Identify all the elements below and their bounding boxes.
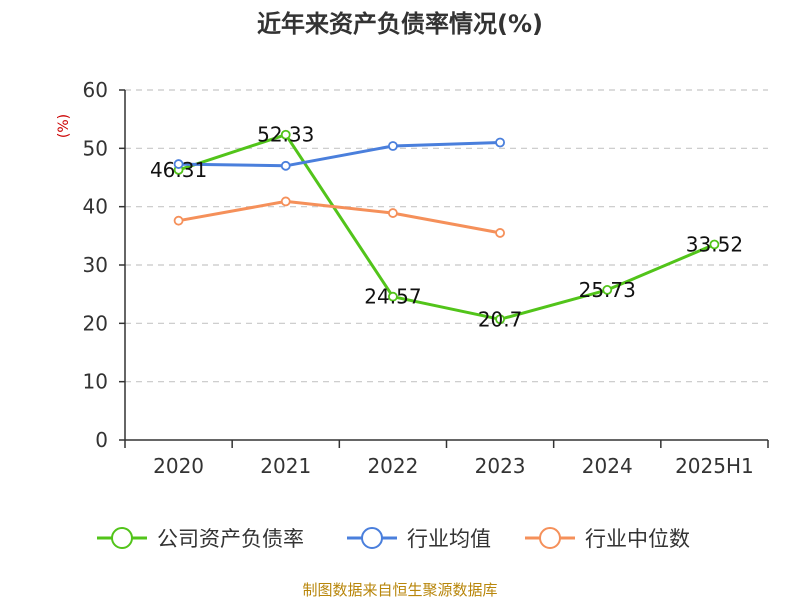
- legend-label: 行业均值: [407, 527, 491, 551]
- y-tick-label: 10: [83, 370, 108, 394]
- data-point[interactable]: [602, 285, 613, 295]
- y-tick-label: 50: [83, 136, 108, 160]
- legend-item-2[interactable]: 行业中位数: [525, 527, 690, 551]
- series-group: [173, 129, 720, 325]
- x-tick-label: 2020: [153, 454, 204, 478]
- y-tick-label: 40: [83, 195, 108, 219]
- data-label: 33.52: [686, 232, 743, 256]
- axes: 0 10 20 30 40 50 60 2020 2021 2022 2023 2024 2025H1: [83, 78, 769, 478]
- legend[interactable]: 公司资产负债率 行业均值 行业中位数: [97, 527, 690, 551]
- x-tick-label: 2021: [260, 454, 311, 478]
- data-point[interactable]: [173, 215, 184, 226]
- data-label: 46.31: [150, 158, 207, 182]
- legend-label: 行业中位数: [585, 527, 690, 551]
- data-point[interactable]: [280, 196, 291, 207]
- data-point[interactable]: [495, 314, 505, 325]
- x-tick-label: 2024: [582, 454, 633, 478]
- legend-item-1[interactable]: 行业均值: [347, 527, 491, 551]
- series-line-1: [178, 141, 501, 168]
- x-tick-label: 2022: [367, 454, 418, 478]
- chart-title: 近年来资产负债率情况(%): [257, 10, 543, 38]
- legend-item-0[interactable]: 公司资产负债率: [97, 527, 304, 551]
- grid: [125, 89, 768, 383]
- data-point[interactable]: [388, 141, 398, 151]
- source-note: 制图数据来自恒生聚源数据库: [302, 581, 497, 599]
- data-point[interactable]: [495, 228, 505, 238]
- legend-label: 公司资产负债率: [157, 527, 304, 551]
- data-point[interactable]: [280, 160, 291, 171]
- data-label: 24.57: [364, 285, 421, 309]
- y-tick-label: 20: [83, 311, 108, 335]
- series-line-0: [178, 133, 715, 321]
- data-point[interactable]: [280, 129, 291, 140]
- legend-marker: [539, 527, 561, 549]
- data-point[interactable]: [495, 137, 505, 148]
- data-label: 20.7: [478, 307, 523, 331]
- data-point[interactable]: [388, 208, 398, 218]
- y-tick-label: 60: [83, 78, 108, 102]
- data-label: 25.73: [579, 278, 636, 302]
- legend-marker: [111, 527, 133, 549]
- y-tick-label: 0: [95, 428, 108, 452]
- legend-marker: [361, 527, 383, 549]
- data-label: 52.33: [257, 123, 314, 147]
- x-tick-label: 2023: [475, 454, 526, 478]
- data-point[interactable]: [173, 159, 184, 169]
- data-point[interactable]: [709, 239, 720, 250]
- x-tick-label: 2025H1: [675, 454, 754, 478]
- series-line-2: [178, 199, 501, 235]
- data-labels: 46.31 52.33 24.57 20.7 25.73 33.52: [150, 123, 743, 332]
- data-point[interactable]: [388, 291, 398, 302]
- y-tick-label: 30: [83, 253, 108, 277]
- y-axis-label: (%): [56, 114, 72, 138]
